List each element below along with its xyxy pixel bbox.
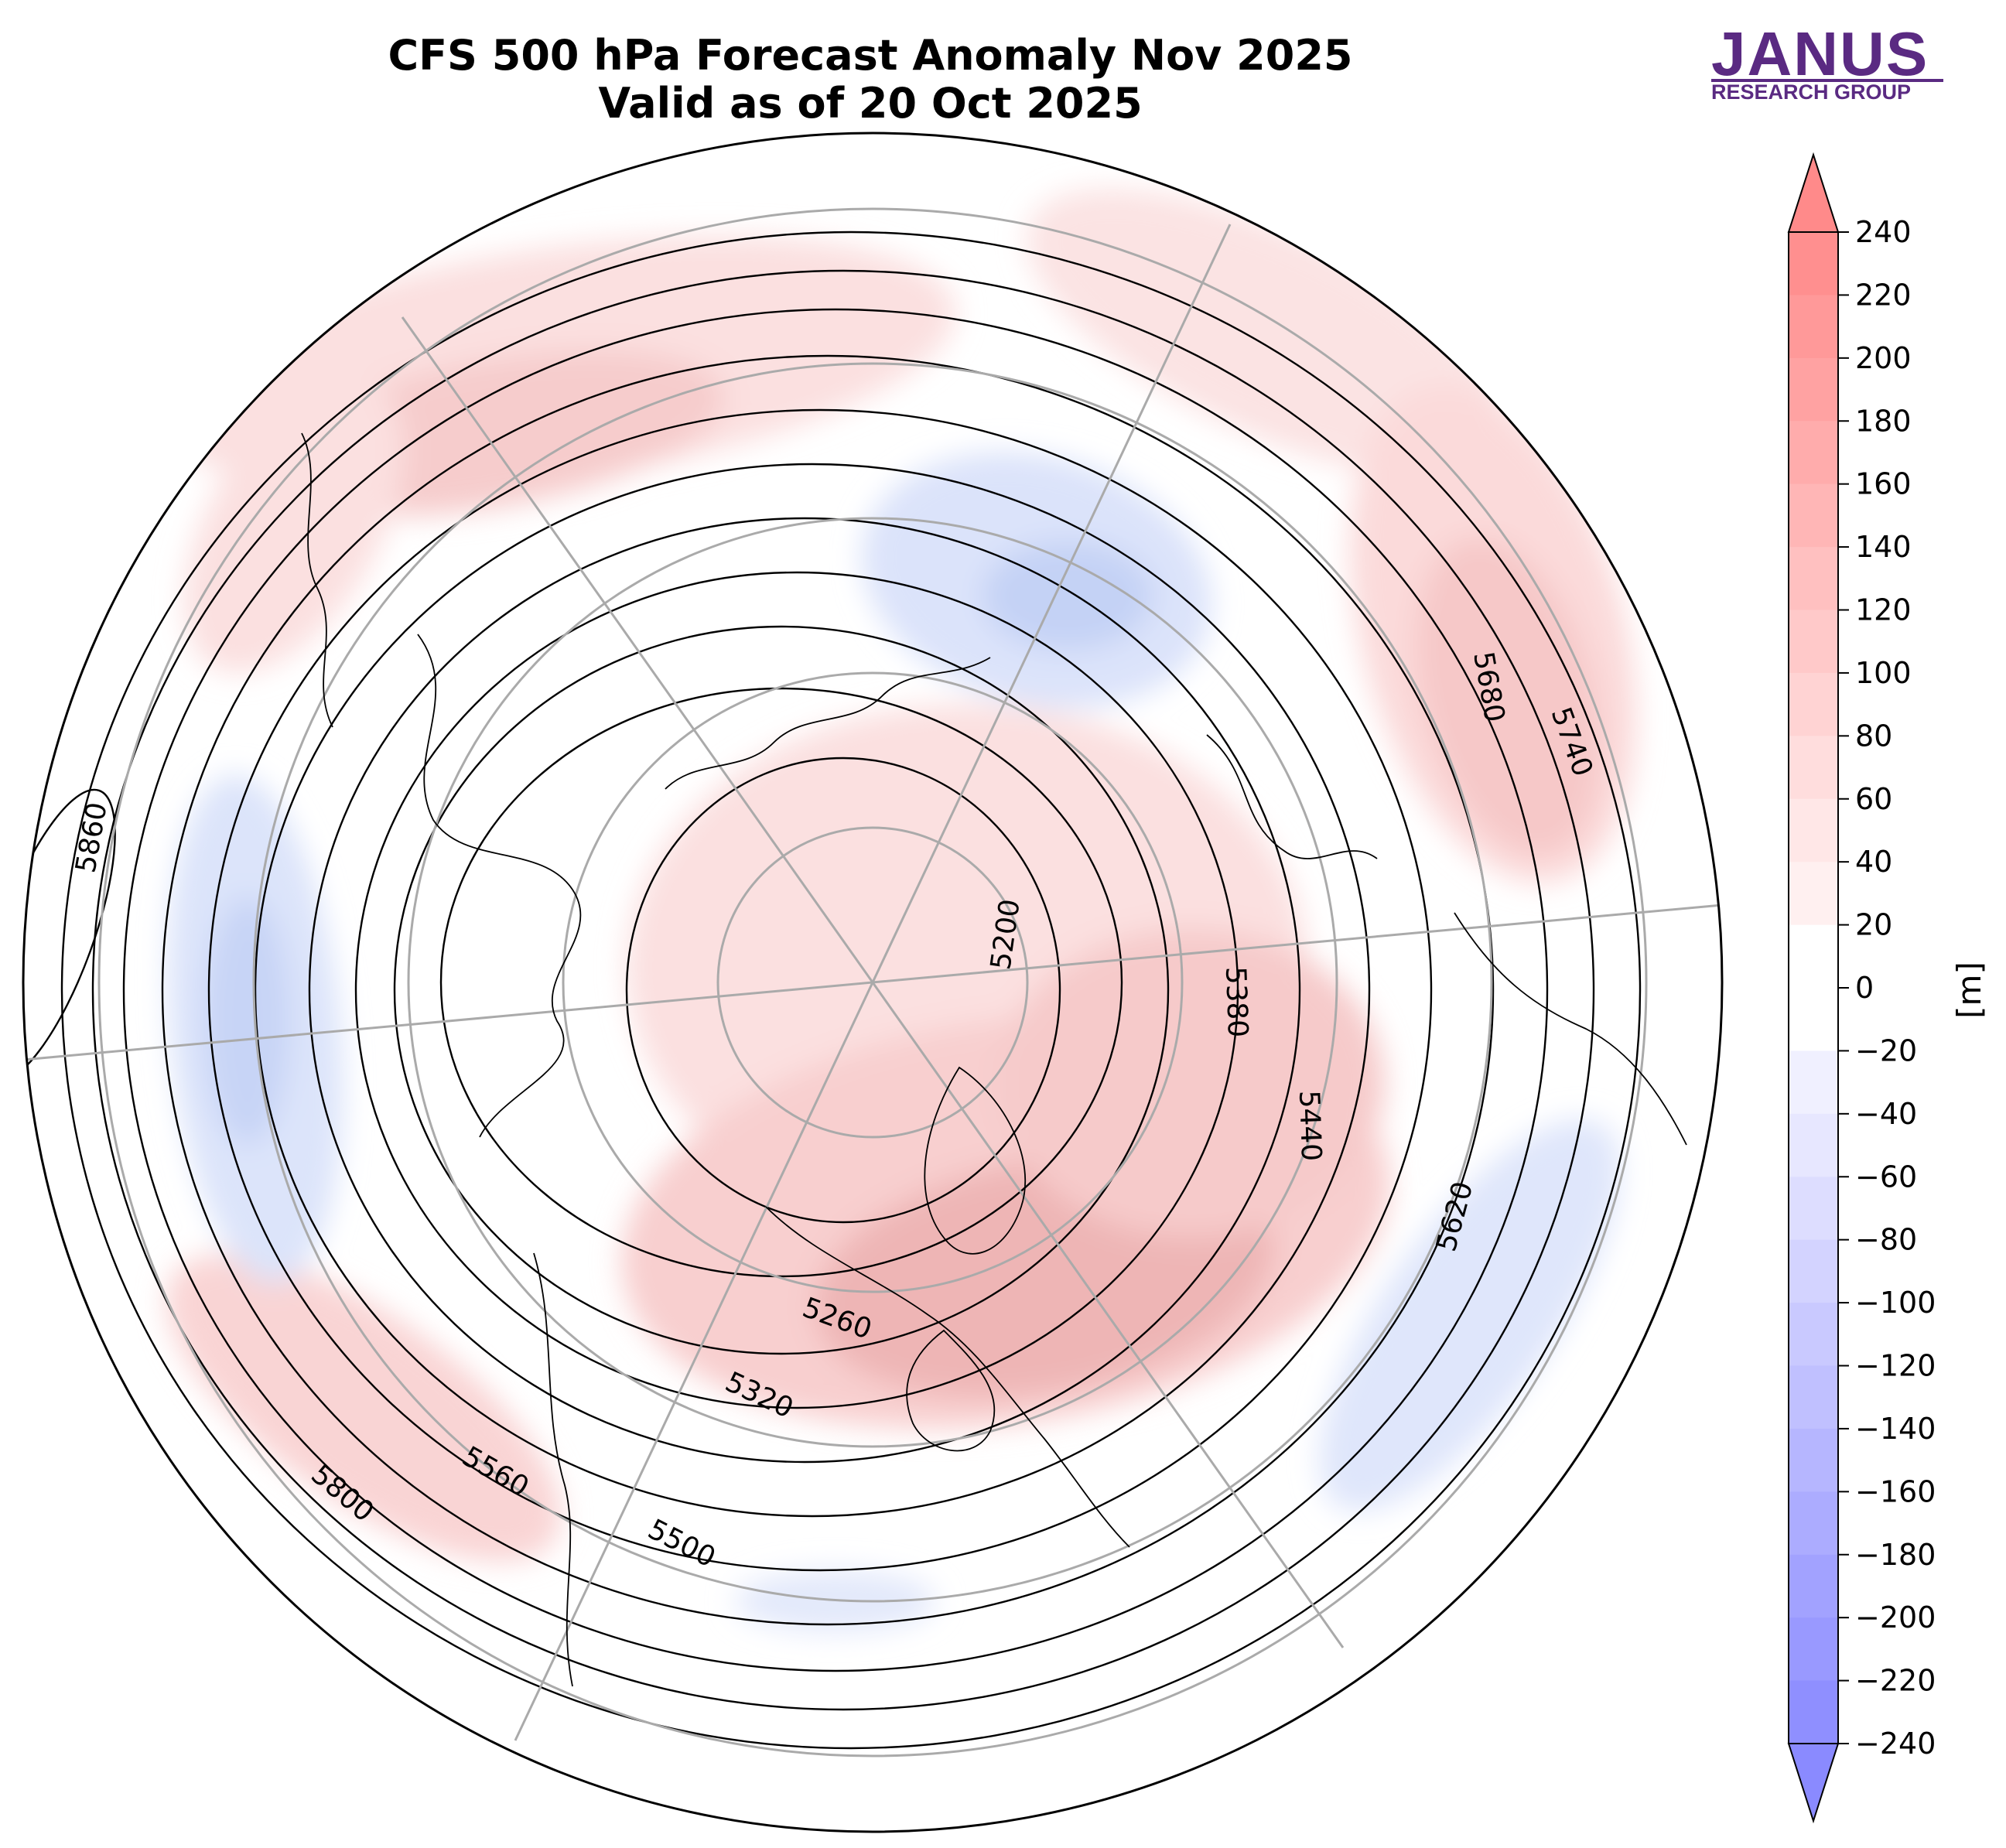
coastline-north-america-west (533, 1252, 573, 1687)
colorbar-tick-label: 100 (1855, 656, 1912, 690)
contour-5620 (161, 354, 1495, 1626)
anomaly-positive-east-eurasia (1026, 189, 1512, 477)
coastline-scandinavia (1206, 734, 1378, 859)
contour-5440 (308, 517, 1301, 1464)
colorbar-tick-label: −140 (1855, 1412, 1936, 1446)
colorbar-extend-bottom (1787, 1743, 1840, 1824)
contour-5560 (207, 408, 1433, 1572)
map-border (22, 132, 1724, 1833)
colorbar-segment (1789, 736, 1838, 800)
colorbar-tick-label: 200 (1855, 341, 1912, 375)
colorbar-tick-label: 40 (1855, 845, 1892, 879)
colorbar-tick-label: 220 (1855, 278, 1912, 312)
colorbar-tick-label: 60 (1855, 782, 1892, 816)
colorbar-segment (1789, 1617, 1838, 1682)
colorbar-tick-label: −20 (1855, 1033, 1917, 1067)
colorbar-tick-label: 180 (1855, 404, 1912, 438)
colorbar-segment (1789, 483, 1838, 548)
colorbar-extend-top (1787, 152, 1840, 233)
colorbar-segment (1789, 357, 1838, 422)
colorbar-segments (1789, 232, 1838, 1744)
colorbar-tick-label: −160 (1855, 1474, 1936, 1508)
contour-5260 (439, 687, 1123, 1278)
colorbar-tick-label: 20 (1855, 908, 1892, 942)
colorbar-segment (1789, 421, 1838, 485)
colorbar-tick-label: 0 (1855, 971, 1874, 1005)
chart-title-line1: CFS 500 hPa Forecast Anomaly Nov 2025 (388, 31, 1353, 80)
anomaly-positive-northwest-rim (184, 379, 404, 673)
colorbar-segment (1789, 1365, 1838, 1430)
coastline-alaska-siberia (417, 634, 582, 1138)
colorbar-tick-label: −40 (1855, 1097, 1917, 1131)
colorbar-segment (1789, 1554, 1838, 1618)
meridian-lines (23, 224, 1722, 1741)
contour-label-5380: 5380 (1219, 966, 1253, 1038)
colorbar-tick-label: 80 (1855, 719, 1892, 753)
colorbar-tick-label: −200 (1855, 1600, 1936, 1635)
coastline-east-asia (301, 432, 333, 728)
colorbar-segment (1789, 862, 1838, 926)
anomaly-positive-greenland (998, 928, 1385, 1238)
colorbar-segment (1789, 1050, 1838, 1115)
colorbar-segment (1789, 672, 1838, 736)
chart-title-line2: Valid as of 20 Oct 2025 (598, 79, 1143, 128)
colorbar-tick-label: 140 (1855, 530, 1912, 564)
colorbar-segment (1789, 295, 1838, 359)
coastlines (301, 432, 1687, 1687)
colorbar-tick-label: −80 (1855, 1223, 1917, 1257)
anomaly-shading (158, 189, 1637, 1632)
logo-tagline: RESEARCH GROUP (1711, 80, 1912, 104)
coastline-greenland (924, 1066, 1027, 1255)
coastline-europe-south (1454, 912, 1687, 1146)
anomaly-negative-aleutian-core (205, 897, 290, 1145)
logo-wordmark: JANUS (1711, 19, 1929, 88)
colorbar-segment (1789, 798, 1838, 863)
colorbar-segment (1789, 1428, 1838, 1492)
colorbar-tick-label: −60 (1855, 1160, 1917, 1194)
colorbar-segment (1789, 1113, 1838, 1177)
colorbar-unit-label: [m] (1950, 962, 1988, 1019)
coastline-siberia-north (665, 657, 991, 790)
colorbar-segment (1789, 1491, 1838, 1556)
height-contours (23, 231, 1642, 1750)
contour-5860 (23, 788, 116, 1084)
contour-5740 (91, 269, 1595, 1711)
coastline-hudson-bay (906, 1329, 996, 1452)
contour-5500 (254, 463, 1371, 1518)
colorbar-segment (1789, 610, 1838, 674)
colorbar-segment (1789, 924, 1838, 989)
colorbar-tick-label: −240 (1855, 1727, 1936, 1761)
contour-5380 (354, 571, 1239, 1409)
colorbar-tick-label: 160 (1855, 467, 1912, 501)
colorbar-tick-label: −180 (1855, 1538, 1936, 1572)
anomaly-positive-northeast-pacific (166, 1254, 562, 1562)
colorbar-ticks: 240220200180160140120100806040200−20−40−… (1838, 215, 1936, 1761)
colorbar-tick-label: −100 (1855, 1286, 1936, 1320)
colorbar-segment (1789, 547, 1838, 610)
colorbar-segment (1789, 232, 1838, 295)
colorbar-segment (1789, 988, 1838, 1051)
colorbar-tick-label: −120 (1855, 1349, 1936, 1383)
anomaly-negative-atlantic (1319, 1119, 1621, 1512)
logo-divider (1711, 79, 1943, 82)
colorbar-segment (1789, 1177, 1838, 1241)
contour-5800 (60, 231, 1642, 1750)
colorbar-tick-label: −220 (1855, 1664, 1936, 1698)
contour-label-5440: 5440 (1293, 1090, 1327, 1162)
colorbar-segment (1789, 1303, 1838, 1366)
coastline-canada (765, 1206, 1130, 1548)
colorbar-tick-label: 240 (1855, 215, 1912, 249)
colorbar-tick-label: 120 (1855, 593, 1912, 627)
contour-5680 (122, 308, 1549, 1672)
latitude-circles (97, 207, 1648, 1757)
colorbar-segment (1789, 1680, 1838, 1744)
contour-5200 (625, 757, 1061, 1224)
contour-5320 (393, 625, 1170, 1355)
colorbar-segment (1789, 1239, 1838, 1303)
